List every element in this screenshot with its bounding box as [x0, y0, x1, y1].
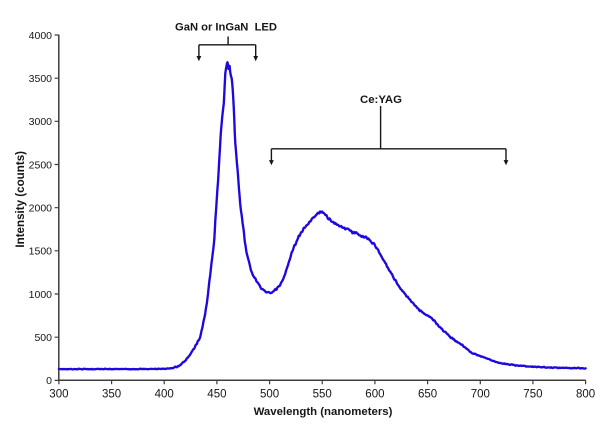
svg-text:3500: 3500: [29, 73, 53, 85]
svg-text:2500: 2500: [29, 159, 53, 171]
svg-text:600: 600: [365, 389, 384, 401]
svg-text:700: 700: [471, 389, 490, 401]
svg-text:400: 400: [155, 389, 174, 401]
svg-text:1000: 1000: [29, 289, 53, 301]
svg-text:4000: 4000: [29, 30, 53, 42]
svg-text:500: 500: [260, 389, 279, 401]
svg-text:800: 800: [576, 389, 595, 401]
svg-text:450: 450: [207, 389, 226, 401]
svg-text:350: 350: [102, 389, 121, 401]
svg-text:2000: 2000: [29, 203, 53, 215]
svg-text:650: 650: [418, 389, 437, 401]
svg-text:3000: 3000: [29, 116, 53, 128]
svg-text:300: 300: [49, 389, 68, 401]
svg-text:Ce:YAG: Ce:YAG: [360, 94, 402, 106]
svg-text:0: 0: [46, 375, 52, 387]
svg-text:Wavelength (nanometers): Wavelength (nanometers): [254, 406, 393, 418]
svg-text:1500: 1500: [29, 246, 53, 258]
svg-text:GaN or InGaN LED: GaN or InGaN LED: [175, 22, 277, 34]
svg-text:Intensity (counts): Intensity (counts): [14, 151, 27, 248]
svg-text:500: 500: [34, 332, 52, 344]
svg-text:750: 750: [523, 389, 542, 401]
svg-text:550: 550: [313, 389, 332, 401]
